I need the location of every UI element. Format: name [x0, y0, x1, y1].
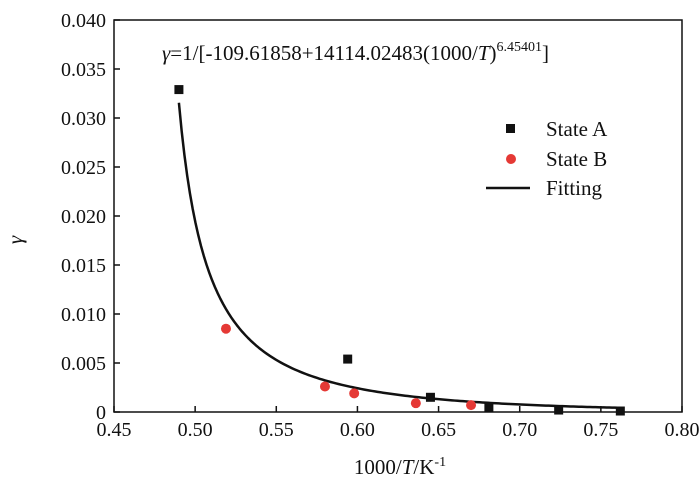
plot-area-border	[113, 19, 683, 413]
fitting-curve-layer	[177, 102, 621, 410]
x-tick-label: 0.60	[340, 419, 375, 441]
x-tick-label: 0.70	[502, 419, 537, 441]
state-b-point	[319, 381, 330, 392]
state-b-point	[410, 398, 421, 409]
fitting-curve	[177, 102, 621, 410]
state-a-point	[554, 405, 564, 415]
fit-equation: γ=1/[-109.61858+14114.02483(1000/T)6.454…	[162, 40, 549, 65]
x-axis-title: 1000/T/K-1	[354, 455, 446, 479]
y-tick-label: 0.005	[61, 353, 106, 375]
y-tick-label: 0.025	[61, 157, 106, 179]
state-b-point	[466, 400, 477, 411]
y-tick-label: 0.020	[61, 206, 106, 228]
state-a-point	[484, 402, 494, 412]
legend-marker-state-b	[506, 154, 516, 164]
state-a-point	[615, 406, 625, 416]
y-tick-label: 0.010	[61, 304, 106, 326]
legend-label-state-a: State A	[546, 117, 608, 141]
legend-marker-state-a	[506, 124, 515, 133]
x-tick-label: 0.50	[178, 419, 213, 441]
x-tick-label: 0.55	[259, 419, 294, 441]
data-points-layer	[174, 85, 625, 416]
x-tick-label: 0.75	[583, 419, 618, 441]
state-a-point	[343, 354, 353, 364]
y-tick-label: 0.040	[61, 10, 106, 32]
state-a-point	[425, 392, 435, 402]
legend-label-fitting: Fitting	[546, 176, 603, 200]
state-a-point	[174, 85, 184, 95]
x-tick-label: 0.65	[421, 419, 456, 441]
state-b-point	[220, 323, 231, 334]
y-tick-label: 0	[96, 402, 106, 424]
ticks-layer: 0.45 0.50 0.55 0.60 0.65 0.70 0.75 0.80 0 0.005 0.…	[61, 10, 700, 441]
y-tick-label: 0.035	[61, 59, 106, 81]
y-tick-label: 0.015	[61, 255, 106, 277]
x-tick-label: 0.80	[665, 419, 700, 441]
legend: State A State B Fitting	[486, 117, 608, 200]
plot-frame	[113, 19, 683, 413]
legend-label-state-b: State B	[546, 147, 607, 171]
state-b-point	[349, 388, 360, 399]
x-tick-label: 0.45	[97, 419, 132, 441]
y-tick-label: 0.030	[61, 108, 106, 130]
y-axis-title: γ	[3, 235, 27, 244]
